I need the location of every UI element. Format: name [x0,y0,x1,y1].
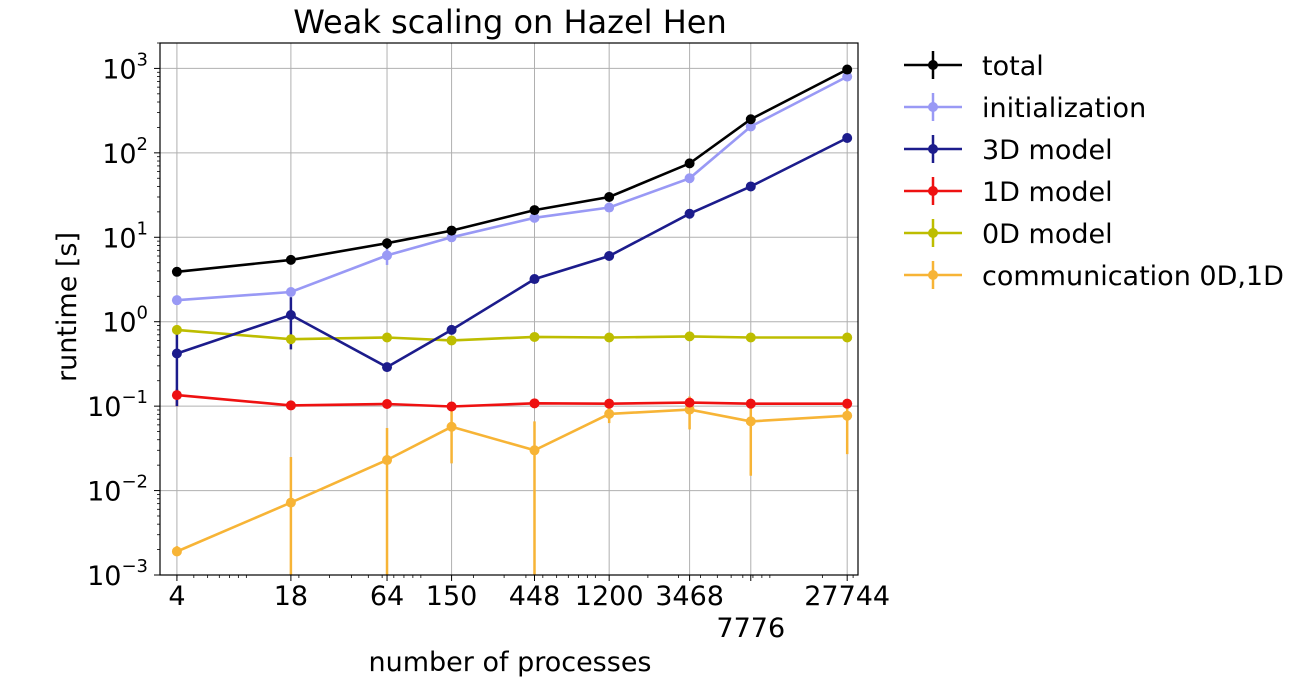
data-point-3d-model [842,132,853,143]
data-point-1d-model [745,398,756,409]
legend-marker-3d-model [928,144,938,154]
data-point-initialization [382,250,393,261]
data-point-communication-0d-1d [382,455,393,466]
x-tick-label: 150 [426,581,478,612]
data-point-1d-model [684,397,695,408]
y-axis-ticks: 10−3 10−2 10−1 100 101 102 103 [87,49,160,592]
series-points [171,64,853,557]
data-point-0d-model [446,335,457,346]
x-tick-label: 4 [168,581,185,612]
legend: total initialization 3D model 1D model 0D mo… [904,51,1284,292]
data-point-total [529,205,540,216]
data-point-0d-model [285,334,296,345]
data-point-3d-model [604,251,615,262]
data-point-3d-model [529,274,540,285]
y-axis-label: runtime [s] [52,232,83,382]
legend-label-3d-model: 3D model [982,135,1113,166]
data-point-communication-0d-1d [171,546,182,557]
data-point-communication-0d-1d [842,410,853,421]
data-point-0d-model [382,332,393,343]
data-point-3d-model [684,208,695,219]
legend-label-communication-0d-1d: communication 0D,1D [982,261,1284,292]
x-tick-label: 448 [509,581,561,612]
data-point-initialization [684,173,695,184]
series-line-communication-0d-1d [176,408,848,553]
data-point-total [446,225,457,236]
data-point-initialization [842,71,853,82]
data-point-1d-model [842,398,853,409]
data-point-1d-model [446,401,457,412]
data-point-total [842,64,853,75]
data-point-total [171,266,182,277]
data-point-1d-model [382,399,393,410]
data-point-communication-0d-1d [604,408,615,419]
series-line-total [176,68,848,274]
error-bars [175,238,849,575]
data-point-initialization [745,121,756,132]
x-tick-label: 64 [370,581,404,612]
data-point-3d-model [171,348,182,359]
legend-marker-communication-0d-1d [928,270,938,280]
data-point-initialization [604,202,615,213]
data-point-0d-model [842,332,853,343]
data-point-3d-model [745,181,756,192]
series-lines [176,68,848,553]
data-point-0d-model [171,324,182,335]
y-tick-label: 102 [102,134,148,170]
y-tick-label: 10−2 [87,472,148,508]
x-tick-label: 27744 [804,581,890,612]
plot-frame [159,42,859,576]
legend-marker-initialization [928,102,938,112]
data-point-0d-model [745,332,756,343]
data-point-1d-model [604,398,615,409]
data-point-total [382,238,393,249]
series-line-3d-model [176,136,848,369]
x-tick-label: 3468 [655,581,724,612]
data-point-total [604,191,615,202]
data-point-3d-model [285,310,296,321]
data-point-1d-model [171,390,182,401]
data-point-1d-model [529,398,540,409]
legend-marker-1d-model [928,186,938,196]
legend-marker-0d-model [928,228,938,238]
data-point-communication-0d-1d [529,445,540,456]
data-point-0d-model [684,331,695,342]
data-point-1d-model [285,400,296,411]
x-tick-label: 7776 [716,613,785,644]
legend-label-1d-model: 1D model [982,177,1113,208]
data-point-communication-0d-1d [446,421,457,432]
data-point-total [745,114,756,125]
x-tick-label: 1200 [575,581,644,612]
legend-label-0d-model: 0D model [982,219,1113,250]
data-point-communication-0d-1d [285,497,296,508]
data-point-communication-0d-1d [684,404,695,415]
grid-lines [160,43,858,576]
y-tick-label: 10−1 [87,387,148,423]
x-tick-label: 18 [274,581,308,612]
legend-label-initialization: initialization [982,93,1146,124]
data-point-3d-model [446,324,457,335]
data-point-0d-model [604,332,615,343]
y-tick-label: 10−3 [87,556,148,592]
chart-title: Weak scaling on Hazel Hen [293,3,726,41]
y-tick-label: 100 [102,303,148,339]
x-axis-label: number of processes [369,647,652,678]
data-point-communication-0d-1d [745,416,756,427]
data-point-initialization [285,286,296,297]
legend-label-total: total [982,51,1044,82]
data-point-total [684,158,695,169]
data-point-3d-model [382,362,393,373]
y-tick-label: 103 [102,49,148,85]
y-tick-label: 101 [102,218,148,254]
data-point-total [285,254,296,265]
legend-marker-total [928,60,938,70]
data-point-initialization [529,212,540,223]
data-point-0d-model [529,331,540,342]
data-point-initialization [171,295,182,306]
